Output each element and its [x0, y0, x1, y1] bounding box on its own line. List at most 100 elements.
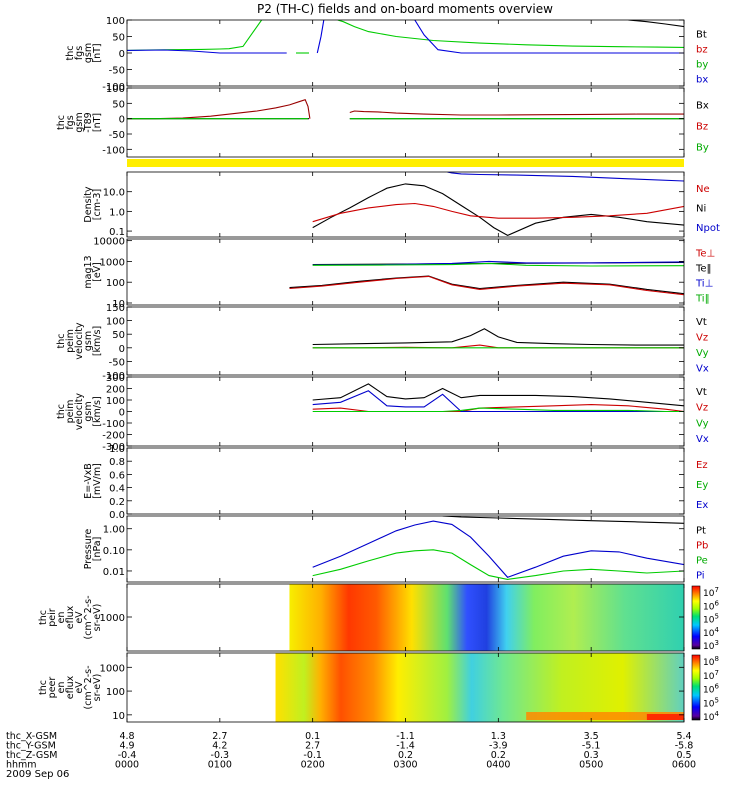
colorbar-tick-label: 105 [703, 613, 719, 626]
panel-frame [126, 447, 685, 515]
ephemeris-row-label: thc_Z-GSM [6, 750, 57, 761]
panel-pressure: Pt Pb Pe Pi 1.00 0.10 0.01 Pressure[nPa] [83, 515, 708, 583]
series-line-velocity-gsm-0 [312, 328, 684, 346]
y-axis-label: fgs [65, 115, 76, 129]
figure-title: P2 (TH-C) fields and on-board moments ov… [257, 2, 553, 16]
legend-entry: Ey [696, 480, 708, 491]
legend-entry: Te‖ [695, 264, 712, 275]
y-tick-label: 1000 [100, 257, 125, 268]
y-axis-label: -T89 [83, 112, 94, 132]
series-line-fgs-sub-0 [127, 99, 311, 120]
ephemeris-value: 5.4 [676, 731, 691, 742]
y-axis-label: [mV/m] [92, 463, 103, 499]
y-tick-label: 0.0 [109, 510, 125, 521]
panel-frame [126, 515, 685, 583]
y-tick-label: 10.0 [103, 188, 125, 199]
series-line-velocity-0 [312, 383, 684, 407]
panel-efield: Ez Ey Ex 1.0 0.8 0.6 0.4 0.2 0.0 E=-VxB[mV/m] [83, 444, 708, 521]
colorbar-tick-label: 104 [703, 710, 719, 723]
legend-entry: Te⊥ [695, 249, 715, 260]
legend-entry: By [696, 143, 709, 154]
series-line-temperature-4 [289, 275, 684, 296]
ephemeris-value: -1.4 [396, 741, 415, 752]
series-line-velocity-3 [312, 407, 684, 413]
y-tick-label: 0 [119, 49, 125, 60]
ephemeris-value: -0.1 [303, 750, 322, 761]
ephemeris-value: 0000 [115, 760, 139, 771]
y-tick-label: -50 [109, 66, 125, 77]
series-line-velocity-2 [312, 390, 684, 413]
y-tick-label: 0 [119, 115, 125, 126]
series-line-pressure-2 [312, 549, 684, 580]
y-axis-label: mag13 [83, 255, 94, 288]
spectrogram-peir-spec [289, 584, 684, 651]
series-line-density-1 [312, 202, 684, 223]
y-axis-label: velocity [74, 393, 85, 431]
spectrogram-peer-spec [275, 653, 684, 722]
y-axis-label: en [56, 612, 67, 624]
colorbar-tick-label: 105 [703, 696, 719, 709]
y-axis-label: peer [47, 677, 58, 699]
y-axis-label: eflux [65, 605, 76, 629]
ephemeris-value: 0400 [486, 760, 510, 771]
ephemeris-value: 0600 [672, 760, 696, 771]
y-axis-label: thc [65, 46, 76, 61]
y-tick-label: 0.10 [103, 546, 125, 557]
y-tick-label: -100 [102, 82, 125, 93]
ephemeris-value: 0.3 [584, 750, 599, 761]
series-line-fgs-6 [628, 20, 684, 28]
ephemeris-value: 4.8 [119, 731, 134, 742]
legend-entry: by [696, 60, 708, 71]
ephemeris-value: 2.7 [212, 731, 227, 742]
legend-entry: Pb [696, 541, 708, 552]
ephemeris-value: -5.8 [675, 741, 694, 752]
y-axis-label: (cm^2-s- [83, 596, 94, 640]
panel-frame [126, 238, 685, 306]
y-axis-label: peim [65, 329, 76, 353]
legend-entry: Ne [696, 184, 710, 195]
y-tick-label: -300 [102, 442, 125, 453]
series-group [312, 383, 684, 413]
ephemeris-value: 4.9 [119, 741, 134, 752]
y-axis-label: gsm [74, 112, 85, 132]
ephemeris-value: 0.2 [491, 750, 506, 761]
series-line-pressure-1 [312, 520, 684, 578]
series-group [289, 260, 684, 296]
y-tick-label: 0.1 [109, 227, 125, 238]
colorbar-tick-label: 103 [703, 639, 719, 652]
y-axis-label: [km/s] [92, 396, 103, 426]
y-axis-label: peir [47, 608, 58, 627]
legend-entry: Npot [696, 223, 720, 234]
ephemeris-value: -0.3 [211, 750, 230, 761]
legend-entry: Vx [696, 434, 709, 445]
ephemeris-value: -3.9 [489, 741, 508, 752]
ephemeris-value: -5.1 [582, 741, 601, 752]
y-tick-label: 1.00 [103, 525, 125, 536]
y-tick-label: 100 [106, 317, 125, 328]
y-axis-label: thc [56, 404, 67, 419]
series-line-density-0 [312, 183, 684, 237]
ephemeris-value: 0500 [579, 760, 603, 771]
colorbar-tick-label: 107 [703, 669, 719, 682]
y-axis-label: thc [38, 610, 49, 625]
legend-entry: Ni [696, 204, 706, 215]
legend-entry: Bt [696, 30, 707, 41]
y-axis-label: [eV] [92, 262, 103, 282]
legend-entry: Vt [696, 317, 707, 328]
y-tick-label: 100 [106, 84, 125, 95]
legend-entry: Pi [696, 571, 705, 582]
y-tick-label: 50 [112, 330, 125, 341]
y-axis-label: sr-eV) [92, 604, 103, 632]
legend-entry: Ti⊥ [695, 279, 713, 290]
legend-entry: Bx [696, 101, 709, 112]
y-tick-label: 10 [112, 711, 125, 722]
y-tick-label: 1.0 [109, 207, 125, 218]
y-tick-label: 50 [112, 99, 125, 110]
y-tick-label: 100 [106, 396, 125, 407]
y-axis-label: gsm [83, 43, 94, 63]
colorbar-tick-label: 107 [703, 586, 719, 599]
y-tick-label: 200 [106, 385, 125, 396]
